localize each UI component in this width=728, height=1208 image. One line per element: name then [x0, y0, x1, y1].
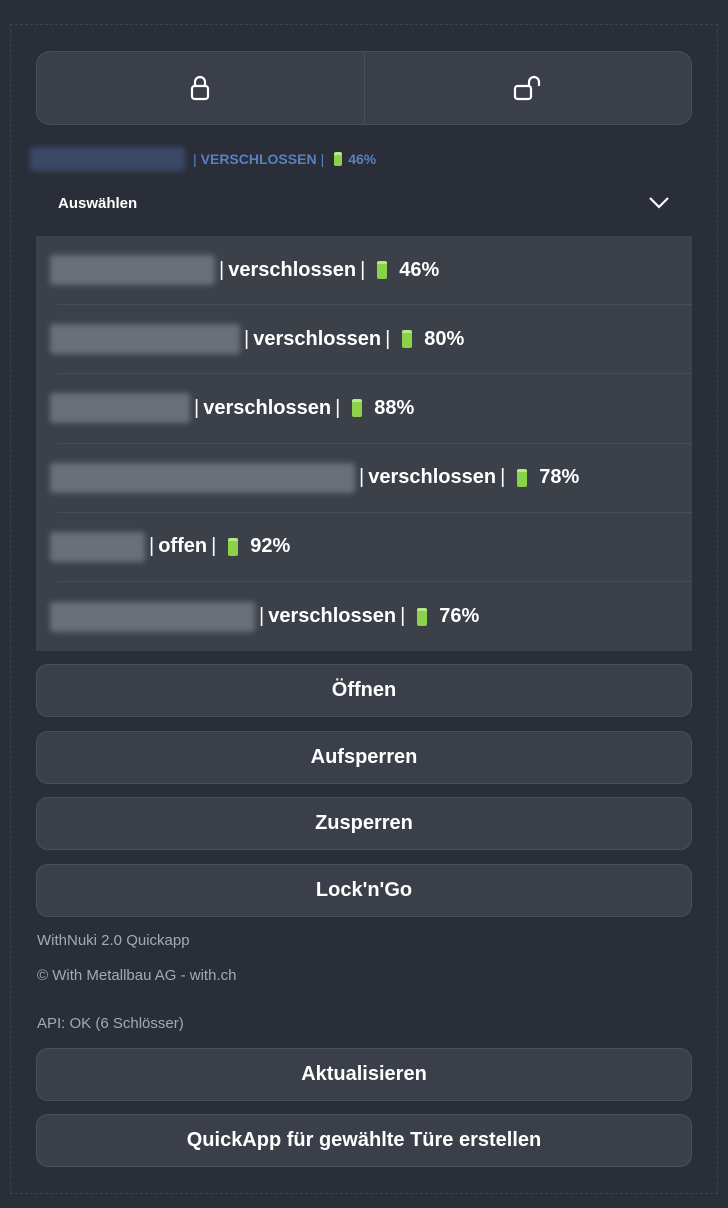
lock-name-redacted: [50, 462, 355, 493]
lock-state: verschlossen: [203, 396, 332, 419]
battery-level: 80%: [424, 327, 465, 350]
battery-icon: [228, 537, 239, 556]
lock-button[interactable]: [37, 52, 364, 124]
api-status: API: OK (6 Schlösser): [37, 1015, 184, 1032]
lock-closed-icon: [191, 75, 210, 101]
create-quickapp-button[interactable]: QuickApp für gewählte Türe erstellen: [36, 1114, 692, 1167]
lock-list-item[interactable]: | verschlossen | 46%: [50, 236, 692, 306]
battery-icon: [352, 399, 363, 418]
unlock-action-button[interactable]: Aufsperren: [36, 731, 692, 784]
lock-name-redacted: [50, 255, 215, 286]
app-title: WithNuki 2.0 Quickapp: [37, 932, 190, 949]
lock-state: verschlossen: [253, 327, 382, 350]
battery-icon: [377, 261, 388, 280]
battery-icon: [402, 330, 413, 349]
open-button[interactable]: Öffnen: [36, 664, 692, 717]
lock-open-icon: [513, 75, 540, 101]
chevron-down-icon: [649, 197, 669, 209]
battery-icon: [334, 152, 343, 166]
battery-level: 88%: [374, 396, 415, 419]
lock-state: verschlossen: [228, 258, 357, 281]
lock-list-item[interactable]: | verschlossen | 80%: [50, 305, 692, 375]
quickapp-frame: [10, 24, 718, 1194]
unlock-button[interactable]: [363, 52, 692, 124]
lock-name-redacted: [50, 324, 240, 355]
battery-icon: [417, 607, 428, 626]
lock-list-item[interactable]: | verschlossen | 88%: [50, 374, 692, 444]
battery-icon: [517, 468, 528, 487]
dropdown-label: Auswählen: [58, 194, 138, 212]
lock-select-dropdown[interactable]: Auswählen: [36, 185, 692, 221]
lockngo-button[interactable]: Lock'n'Go: [36, 864, 692, 917]
lock-toggle-bar: [36, 51, 692, 125]
lock-list: | verschlossen | 46% | verschlossen | 80…: [36, 236, 692, 651]
battery-level: 78%: [539, 466, 580, 489]
lock-state: offen: [158, 535, 208, 558]
lock-action-button[interactable]: Zusperren: [36, 797, 692, 850]
status-text: VERSCHLOSSEN: [200, 151, 317, 167]
lock-state: verschlossen: [268, 605, 397, 628]
lock-name-redacted: [50, 393, 190, 424]
lock-list-item[interactable]: | verschlossen | 78%: [50, 444, 692, 513]
lock-name-redacted: [50, 601, 255, 632]
lock-list-item[interactable]: | verschlossen | 76%: [50, 582, 692, 651]
battery-level: 92%: [250, 535, 291, 558]
lock-name-redacted: [50, 531, 145, 562]
battery-level: 46%: [399, 258, 440, 281]
battery-level: 46%: [348, 151, 377, 167]
copyright: © With Metallbau AG - with.ch: [37, 967, 237, 984]
refresh-button[interactable]: Aktualisieren: [36, 1048, 692, 1101]
battery-level: 76%: [439, 605, 480, 628]
lock-list-item[interactable]: | offen | 92%: [50, 513, 692, 582]
lock-state: verschlossen: [368, 466, 497, 489]
current-lock-status: | VERSCHLOSSEN | 46%: [30, 147, 376, 171]
lock-name-redacted: [30, 147, 185, 171]
